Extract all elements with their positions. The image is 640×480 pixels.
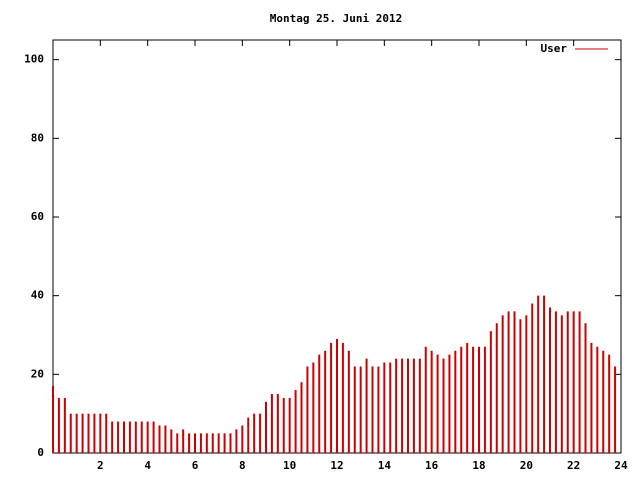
x-tick-label: 18 [472, 459, 485, 472]
x-tick-label: 8 [239, 459, 246, 472]
x-tick-label: 24 [614, 459, 628, 472]
x-tick-label: 2 [97, 459, 104, 472]
y-tick-label: 40 [31, 289, 44, 302]
y-tick-label: 60 [31, 210, 44, 223]
y-tick-label: 0 [37, 446, 44, 459]
y-tick-label: 100 [24, 53, 44, 66]
x-tick-label: 14 [378, 459, 392, 472]
x-tick-label: 16 [425, 459, 439, 472]
x-tick-label: 4 [144, 459, 151, 472]
x-tick-label: 12 [330, 459, 343, 472]
x-tick-label: 20 [520, 459, 533, 472]
x-tick-label: 6 [192, 459, 199, 472]
x-tick-label: 22 [567, 459, 580, 472]
chart-title: Montag 25. Juni 2012 [270, 12, 402, 25]
legend-label: User [541, 42, 568, 55]
y-tick-label: 20 [31, 367, 44, 380]
x-tick-label: 10 [283, 459, 296, 472]
y-tick-label: 80 [31, 131, 44, 144]
